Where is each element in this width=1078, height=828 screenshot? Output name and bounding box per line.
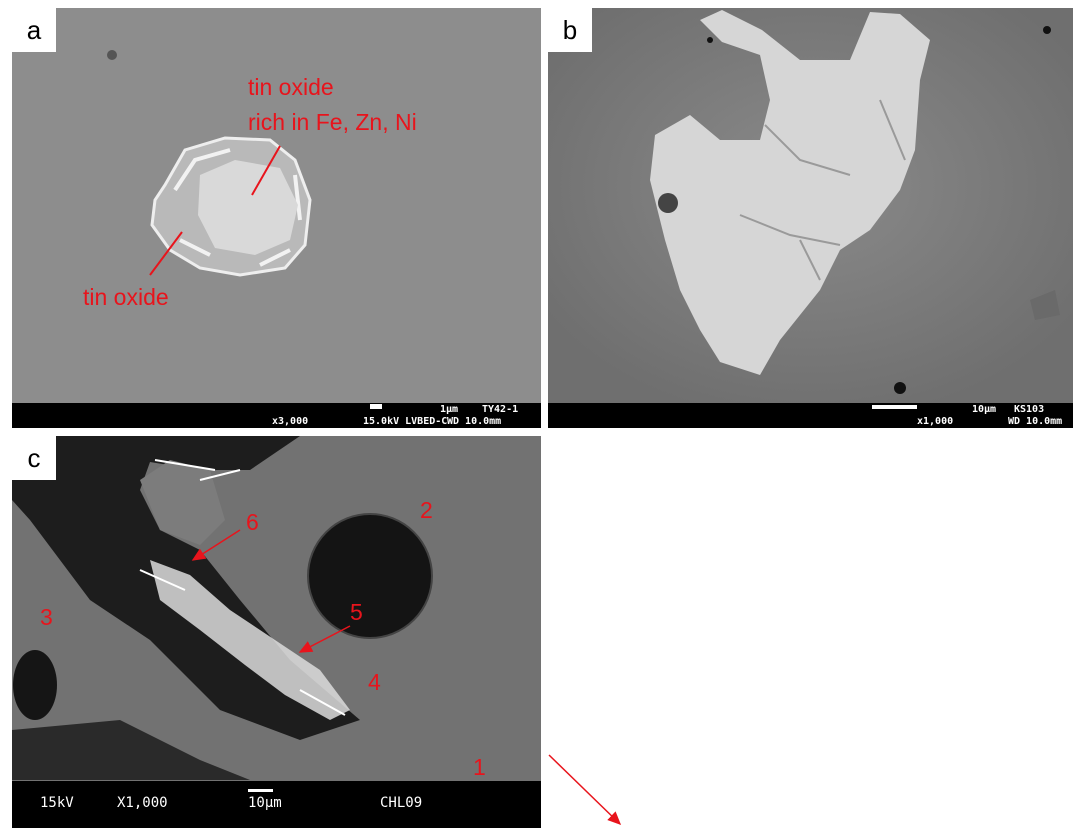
annotation: 6 [246, 509, 259, 535]
info-text: KS103 [1014, 404, 1044, 415]
pore [13, 650, 57, 720]
panel-label: b [563, 15, 577, 45]
annotation: tin oxide [83, 284, 169, 310]
pore [107, 50, 117, 60]
scale-bar [872, 405, 917, 409]
info-text: WD 10.0mm [1008, 416, 1062, 427]
annotation: rich in Fe, Zn, Ni [248, 109, 417, 135]
info-text: 15kV [40, 795, 74, 811]
panel-b: b 10μm KS103 x1,000 WD 10.0mm [548, 8, 1073, 428]
annotation: 1 [473, 754, 486, 780]
panel-a: a tin oxide rich in Fe, Zn, Ni tin oxide… [12, 8, 541, 428]
pore [894, 382, 906, 394]
figure: a tin oxide rich in Fe, Zn, Ni tin oxide… [0, 0, 1078, 828]
info-text: TY42-1 [482, 404, 518, 415]
pore [1043, 26, 1051, 34]
scale-bar [248, 789, 273, 792]
particle-core [198, 160, 298, 255]
annotation: 3 [40, 604, 53, 630]
pore [707, 37, 713, 43]
pore [308, 514, 432, 638]
info-text: WD 10.0mm [447, 416, 501, 427]
info-text: x3,000 [272, 416, 308, 427]
panel-c: c 2 6 3 5 4 1 15kV X1,000 10μm CHL09 [12, 436, 541, 828]
info-text: 10μm [248, 795, 282, 811]
info-text: CHL09 [380, 795, 422, 811]
panel-label: a [27, 15, 42, 45]
panel-label: c [28, 443, 41, 473]
annotation: 4 [368, 669, 381, 695]
annotation: 5 [350, 599, 363, 625]
info-text: X1,000 [117, 795, 168, 811]
info-text: 10μm [972, 404, 996, 415]
info-text: 1μm [440, 404, 458, 415]
scale-bar [370, 404, 382, 409]
info-text: 15.0kV LVBED-C [363, 416, 447, 427]
pore [658, 193, 678, 213]
continuation-arrow [549, 755, 620, 824]
annotation: 2 [420, 497, 433, 523]
annotation: tin oxide [248, 74, 334, 100]
info-text: x1,000 [917, 416, 953, 427]
